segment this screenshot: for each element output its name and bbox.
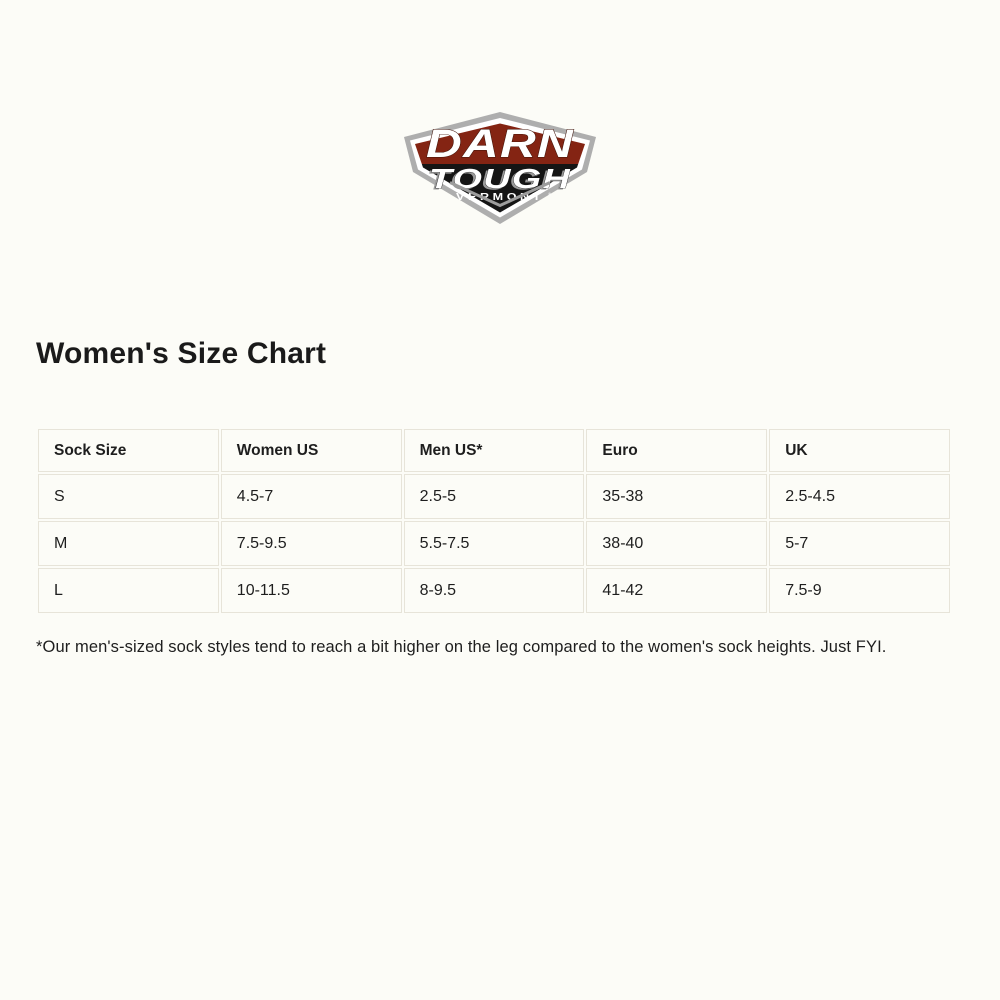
table-row-medium: M 7.5-9.5 5.5-7.5 38-40 5-7 — [38, 521, 950, 566]
table-cell: 5.5-7.5 — [403, 521, 585, 566]
page-title: Women's Size Chart — [36, 337, 327, 370]
logo-wordmark-tough: TOUGH — [429, 163, 571, 194]
table-header-row: Sock Size Women US Men US* Euro UK — [38, 429, 950, 472]
brand-logo: DARN TOUGH TOUGH VERMONT ® — [399, 107, 601, 227]
logo-chevron-stripe — [449, 181, 551, 208]
table-cell: 7.5-9 — [769, 568, 950, 613]
brand-logo-badge-icon: DARN TOUGH TOUGH VERMONT ® — [404, 112, 596, 224]
table-cell: 38-40 — [586, 521, 768, 566]
logo-wordmark-darn: DARN — [426, 122, 574, 166]
size-chart-section: Sock Size Women US Men US* Euro UK S 4.5… — [36, 427, 952, 615]
table-row-small: S 4.5-7 2.5-5 35-38 2.5-4.5 — [38, 474, 950, 519]
table-cell: 2.5-4.5 — [769, 474, 950, 519]
table-cell: 35-38 — [586, 474, 768, 519]
column-header-euro: Euro — [586, 429, 768, 472]
table-row-large: L 10-11.5 8-9.5 41-42 7.5-9 — [38, 568, 950, 613]
table-cell: 41-42 — [586, 568, 768, 613]
size-chart-table: Sock Size Women US Men US* Euro UK S 4.5… — [36, 427, 952, 615]
table-cell: 5-7 — [769, 521, 950, 566]
men-sizing-footnote: *Our men's-sized sock styles tend to rea… — [36, 638, 887, 656]
table-cell: L — [38, 568, 219, 613]
column-header-uk: UK — [769, 429, 950, 472]
logo-panel-red — [415, 123, 585, 164]
table-cell: 7.5-9.5 — [220, 521, 402, 566]
table-cell: 4.5-7 — [220, 474, 402, 519]
table-cell: 10-11.5 — [220, 568, 402, 613]
table-cell: M — [38, 521, 219, 566]
table-cell: S — [38, 474, 219, 519]
logo-panel-black — [421, 164, 579, 213]
logo-trademark-symbol: ® — [548, 191, 552, 197]
logo-wordmark-tough-shadow: TOUGH — [427, 165, 569, 196]
column-header-women-us: Women US — [220, 429, 402, 472]
column-header-men-us: Men US* — [403, 429, 585, 472]
column-header-sock-size: Sock Size — [38, 429, 219, 472]
table-cell: 2.5-5 — [403, 474, 585, 519]
table-cell: 8-9.5 — [403, 568, 585, 613]
